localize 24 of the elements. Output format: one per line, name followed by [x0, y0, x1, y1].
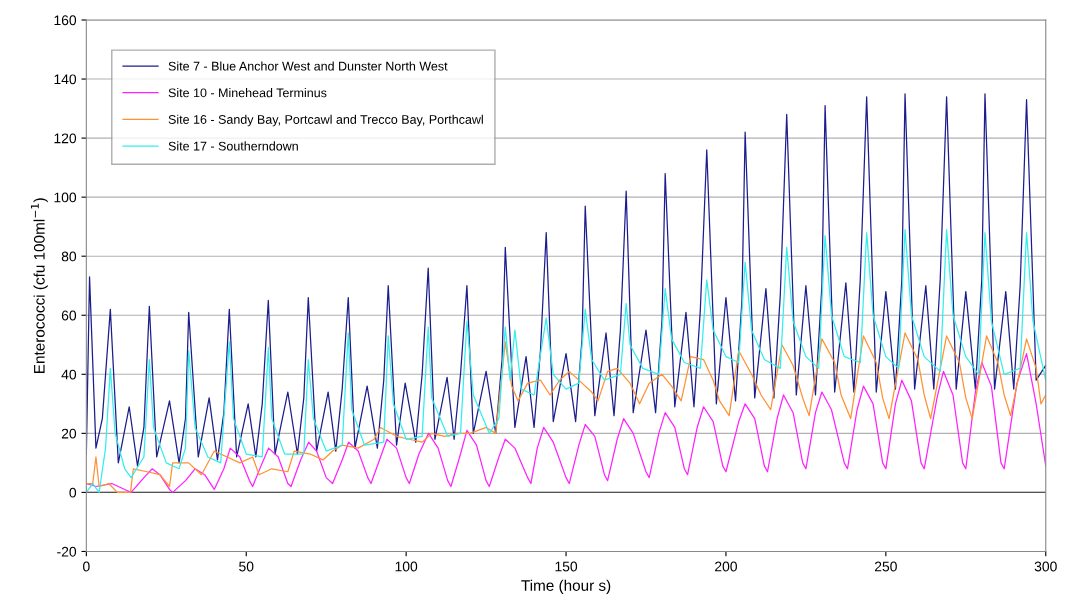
y-tick-label: 20: [61, 428, 77, 439]
y-tick-label: 140: [54, 74, 77, 85]
legend-label: Site 16 - Sandy Bay, Portcawl and Trecco Bay, Porthcawl: [168, 114, 483, 127]
x-tick-label: 150: [555, 561, 578, 572]
x-tick-label: 250: [874, 561, 897, 572]
y-tick-label: -20: [57, 546, 77, 557]
y-tick-label: 0: [69, 487, 77, 498]
y-tick-label: 40: [61, 369, 77, 380]
y-tick-label: 60: [61, 310, 77, 321]
x-axis-title: Time (hour s): [521, 579, 611, 594]
x-tick-label: 200: [715, 561, 737, 572]
y-tick-label: 80: [61, 251, 77, 262]
x-tick-label: 50: [239, 561, 254, 572]
legend-label: Site 17 - Southerndown: [168, 141, 298, 151]
x-tick-label: 300: [1034, 561, 1057, 572]
y-tick-label: 120: [54, 133, 77, 144]
y-tick-label: 160: [54, 15, 77, 26]
legend-label: Site 7 - Blue Anchor West and Dunster North West: [168, 61, 448, 71]
line-series: [86, 229, 1046, 494]
legend-label: Site 10 - Minehead Terminus: [168, 88, 327, 98]
x-tick-label: 0: [83, 561, 90, 572]
x-tick-label: 100: [395, 561, 418, 572]
y-tick-label: 100: [54, 192, 77, 203]
y-axis-title: Enterococci (cfu 100ml$^{−1}$): [30, 198, 48, 373]
